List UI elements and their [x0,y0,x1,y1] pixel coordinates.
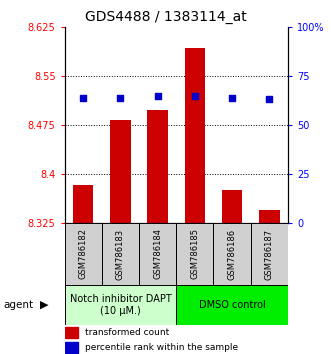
Point [267,96,272,102]
Text: GSM786182: GSM786182 [79,228,88,280]
Point [80,95,86,101]
Bar [176,223,213,285]
Point [229,95,235,101]
Bar [251,223,288,285]
Bar [222,190,242,223]
Text: agent: agent [3,300,33,310]
Text: Notch inhibitor DAPT
(10 μM.): Notch inhibitor DAPT (10 μM.) [70,294,171,316]
Bar [147,110,168,223]
Bar [185,47,205,223]
Bar [65,285,176,325]
Bar [65,342,78,353]
Bar [65,223,102,285]
Bar [65,327,78,338]
Bar [73,185,93,223]
Text: ▶: ▶ [40,300,49,310]
Point [155,93,160,98]
Point [192,93,198,98]
Bar [139,223,176,285]
Text: DMSO control: DMSO control [199,300,265,310]
Bar [176,285,288,325]
Text: GSM786186: GSM786186 [228,228,237,280]
Bar [213,223,251,285]
Point [118,95,123,101]
Bar [259,210,280,223]
Text: GDS4488 / 1383114_at: GDS4488 / 1383114_at [85,10,246,24]
Bar [110,120,131,223]
Text: GSM786185: GSM786185 [190,228,199,280]
Text: GSM786184: GSM786184 [153,228,162,280]
Text: percentile rank within the sample: percentile rank within the sample [85,343,238,352]
Text: GSM786187: GSM786187 [265,228,274,280]
Bar [102,223,139,285]
Text: transformed count: transformed count [85,328,169,337]
Text: GSM786183: GSM786183 [116,228,125,280]
